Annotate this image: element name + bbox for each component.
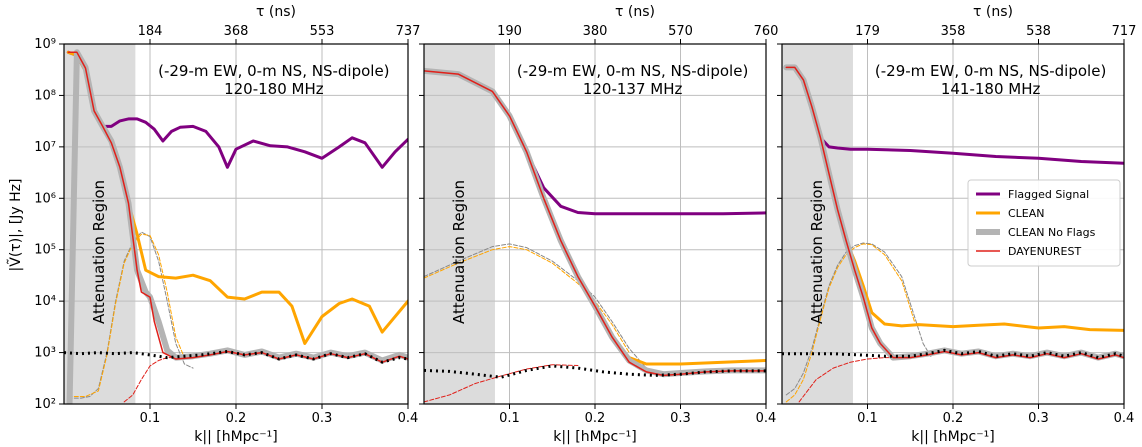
panels: 0.1 0.2 0.3 0.4 184 368 553 737 10² 10³ 10⁴ 10⁵ 10⁶ 1… bbox=[34, 4, 1136, 445]
series-flag-mask-2 bbox=[785, 243, 915, 403]
series-noise-model bbox=[424, 364, 579, 403]
x-tick-label: 0.2 bbox=[943, 411, 964, 426]
top-tick-label: 538 bbox=[1026, 24, 1051, 39]
top-tick-label: 179 bbox=[855, 24, 880, 39]
top-tick-label: 737 bbox=[396, 24, 421, 39]
top-tick-label: 368 bbox=[224, 24, 249, 39]
x-tick-label: 0.3 bbox=[670, 411, 691, 426]
x-tick-label: 0.3 bbox=[312, 411, 333, 426]
x-tick-label: 0.4 bbox=[1114, 411, 1135, 426]
series-dayenu bbox=[67, 51, 408, 363]
y-tick-label: 10⁵ bbox=[34, 243, 56, 258]
y-tick-label: 10⁹ bbox=[34, 37, 56, 52]
top-axis-label: τ (ns) bbox=[973, 4, 1013, 20]
series-flag-mask bbox=[424, 243, 664, 374]
top-tick-label: 190 bbox=[497, 24, 522, 39]
x-tick-label: 0.1 bbox=[499, 411, 520, 426]
series-group bbox=[424, 67, 766, 403]
panel-2: 0.1 0.2 0.3 0.4 190 380 570 760 k|| [hMpc⁻¹] τ (n… bbox=[419, 4, 778, 445]
series-noise-model bbox=[798, 357, 903, 403]
series-noise bbox=[424, 364, 766, 379]
legend: Flagged Signal CLEAN CLEAN No Flags DAYENUR… bbox=[967, 179, 1121, 267]
attenuation-label: Attenuation Region bbox=[90, 180, 108, 324]
x-axis-label: k|| [hMpc⁻¹] bbox=[194, 429, 277, 445]
x-axis-label: k|| [hMpc⁻¹] bbox=[553, 429, 636, 445]
top-tick-label: 717 bbox=[1112, 24, 1137, 39]
top-tick-label: 760 bbox=[754, 24, 779, 39]
panel-1: 0.1 0.2 0.3 0.4 184 368 553 737 10² 10³ 10⁴ 10⁵ 10⁶ 1… bbox=[34, 4, 421, 445]
x-tick-label: 0.2 bbox=[585, 411, 606, 426]
top-tick-label: 570 bbox=[668, 24, 693, 39]
y-axis-label: |Ṽ(τ)|, [Jy Hz] bbox=[7, 179, 24, 272]
top-axis-label: τ (ns) bbox=[615, 4, 655, 20]
top-tick-label: 184 bbox=[138, 24, 163, 39]
attenuation-label: Attenuation Region bbox=[450, 180, 468, 324]
x-tick-label: 0.4 bbox=[756, 411, 777, 426]
series-group bbox=[782, 64, 1124, 403]
top-axis-label: τ (ns) bbox=[256, 4, 296, 20]
legend-entry-label: CLEAN bbox=[1008, 207, 1045, 220]
y-tick-label: 10³ bbox=[34, 346, 56, 361]
x-tick-label: 0.4 bbox=[398, 411, 419, 426]
legend-entry-label: CLEAN No Flags bbox=[1008, 226, 1096, 239]
y-tick-label: 10⁷ bbox=[34, 140, 56, 155]
top-tick-label: 358 bbox=[941, 24, 966, 39]
panel-annotation: (-29-m EW, 0-m NS, NS-dipole) 120-137 MHz bbox=[517, 62, 748, 98]
y-tick-label: 10⁸ bbox=[34, 88, 56, 103]
top-tick-label: 380 bbox=[583, 24, 608, 39]
y-tick-label: 10⁴ bbox=[34, 294, 56, 309]
x-tick-label: 0.3 bbox=[1028, 411, 1049, 426]
series-flagged bbox=[66, 50, 408, 169]
top-tick-label: 553 bbox=[310, 24, 335, 39]
series-noise bbox=[64, 350, 408, 364]
series-dayenu bbox=[785, 66, 1124, 360]
panel-annotation: (-29-m EW, 0-m NS, NS-dipole) 141-180 MHz bbox=[875, 62, 1106, 98]
x-tick-label: 0.1 bbox=[140, 411, 161, 426]
x-tick-label: 0.1 bbox=[857, 411, 878, 426]
legend-entry-label: DAYENUREST bbox=[1008, 245, 1081, 258]
legend-box bbox=[967, 179, 1121, 267]
attenuation-region bbox=[424, 44, 495, 404]
series-group bbox=[64, 49, 408, 404]
panel-annotation: (-29-m EW, 0-m NS, NS-dipole) 120-180 MHz bbox=[158, 62, 389, 98]
legend-entry-label: Flagged Signal bbox=[1008, 188, 1089, 201]
y-tick-label: 10² bbox=[34, 397, 56, 412]
series-dayenu bbox=[424, 70, 766, 377]
attenuation-label: Attenuation Region bbox=[808, 180, 826, 324]
series-flag-mask-2 bbox=[424, 246, 630, 354]
x-tick-label: 0.2 bbox=[226, 411, 247, 426]
x-axis-label: k|| [hMpc⁻¹] bbox=[911, 429, 994, 445]
y-tick-label: 10⁶ bbox=[34, 191, 56, 206]
panel-3: 0.1 0.2 0.3 0.4 179 358 538 717 k|| [hMpc⁻¹] τ (n… bbox=[777, 4, 1136, 445]
